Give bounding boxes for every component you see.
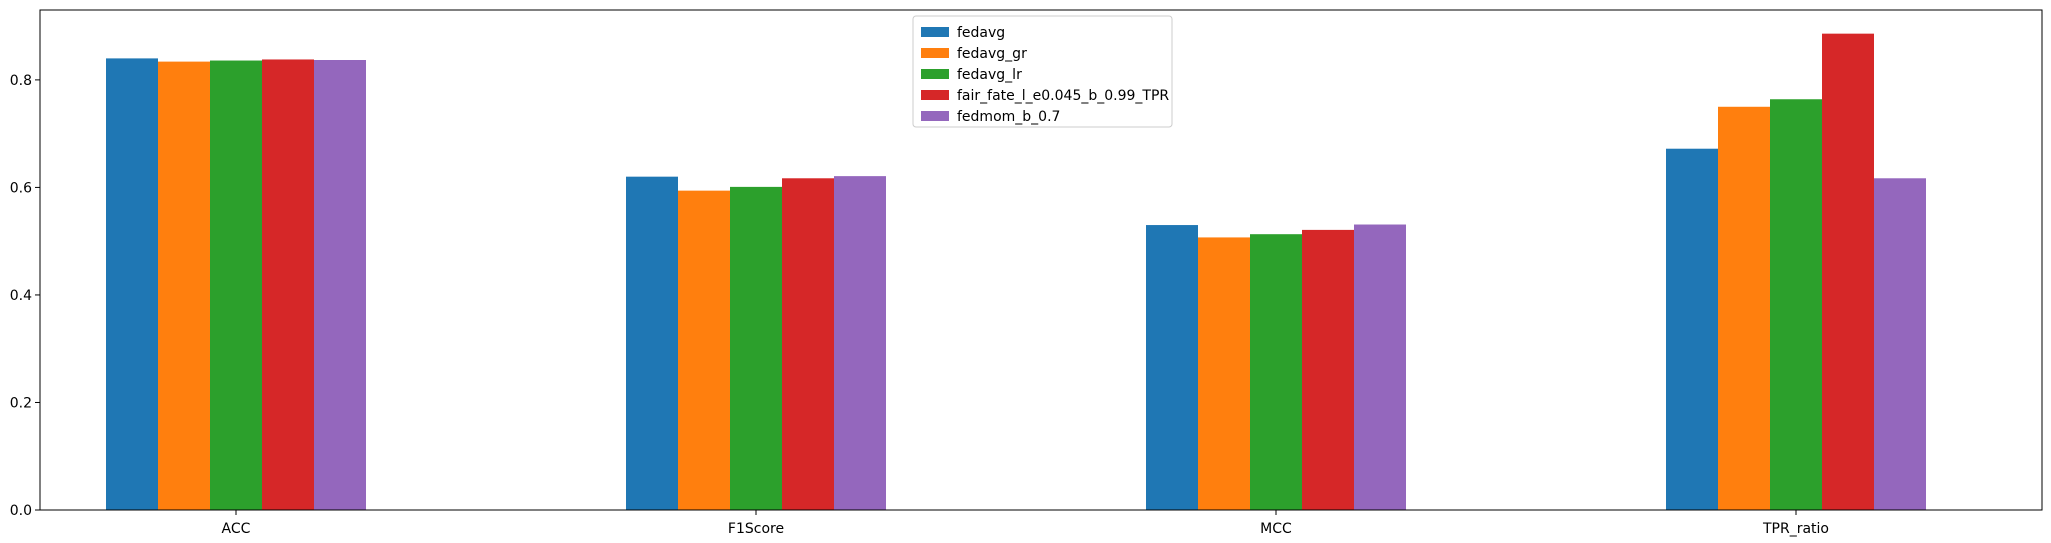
legend-swatch-fair_fate_l_e0.045_b_0.99_TPR bbox=[921, 90, 949, 100]
x-tick-label-MCC: MCC bbox=[1260, 521, 1292, 537]
bar-fedavg-F1Score bbox=[626, 176, 678, 510]
bar-fair_fate_l_e0.045_b_0.99_TPR-ACC bbox=[262, 59, 314, 510]
legend-label-fedavg_gr: fedavg_gr bbox=[957, 46, 1027, 62]
y-tick-label: 0.4 bbox=[10, 288, 32, 304]
y-axis: 0.0 0.2 0.4 0.6 0.8 bbox=[10, 73, 40, 519]
legend-box bbox=[912, 15, 1173, 128]
bar-fedavg_gr-TPR_ratio bbox=[1718, 106, 1770, 510]
y-tick-label: 0.0 bbox=[10, 503, 32, 519]
bar-fedmom_b_0.7-ACC bbox=[314, 60, 366, 510]
bar-fedavg_lr-F1Score bbox=[730, 186, 782, 510]
bar-fedavg-ACC bbox=[106, 58, 158, 511]
bar-fedmom_b_0.7-F1Score bbox=[834, 176, 886, 510]
bar-fedavg-TPR_ratio bbox=[1666, 148, 1718, 511]
legend: fedavg fedavg_gr fedavg_lr fair_fate_l_e0.0… bbox=[912, 15, 1173, 128]
bar-fair_fate_l_e0.045_b_0.99_TPR-TPR_ratio bbox=[1822, 33, 1874, 510]
plot-frame bbox=[39, 9, 2043, 511]
bar-fedavg_lr-ACC bbox=[210, 60, 262, 511]
bar-fedavg_lr-TPR_ratio bbox=[1770, 99, 1822, 510]
bar-fedavg_lr-MCC bbox=[1250, 234, 1302, 510]
bar-fedmom_b_0.7-TPR_ratio bbox=[1874, 178, 1926, 510]
legend-swatch-fedmom_b_0.7 bbox=[921, 111, 949, 121]
bar-fedavg_gr-ACC bbox=[158, 61, 210, 510]
y-tick-label: 0.8 bbox=[10, 73, 32, 89]
legend-swatch-fedavg_gr bbox=[921, 48, 949, 58]
legend-swatch-fedavg_lr bbox=[921, 69, 949, 79]
y-tick-label: 0.6 bbox=[10, 180, 32, 196]
x-tick-label-ACC: ACC bbox=[222, 521, 251, 537]
bar-fedavg-MCC bbox=[1146, 225, 1198, 510]
bar-fair_fate_l_e0.045_b_0.99_TPR-MCC bbox=[1302, 229, 1354, 511]
x-axis: ACC F1Score MCC TPR_ratio bbox=[222, 510, 1829, 537]
legend-label-fedavg_lr: fedavg_lr bbox=[957, 67, 1022, 83]
bar-fair_fate_l_e0.045_b_0.99_TPR-F1Score bbox=[782, 178, 834, 510]
legend-label-fedmom_b_0.7: fedmom_b_0.7 bbox=[957, 109, 1060, 125]
legend-label-fair_fate_l_e0.045_b_0.99_TPR: fair_fate_l_e0.045_b_0.99_TPR bbox=[957, 88, 1169, 104]
legend-label-fedavg: fedavg bbox=[957, 25, 1005, 41]
x-tick-label-TPR_ratio: TPR_ratio bbox=[1762, 521, 1829, 537]
x-tick-label-F1Score: F1Score bbox=[728, 521, 784, 537]
bar-fedavg_gr-MCC bbox=[1198, 237, 1250, 510]
bars-layer bbox=[106, 33, 1926, 511]
bar-fedavg_gr-F1Score bbox=[678, 190, 730, 511]
y-tick-label: 0.2 bbox=[10, 395, 32, 411]
bar-fedmom_b_0.7-MCC bbox=[1354, 224, 1406, 511]
legend-swatch-fedavg bbox=[921, 27, 949, 37]
